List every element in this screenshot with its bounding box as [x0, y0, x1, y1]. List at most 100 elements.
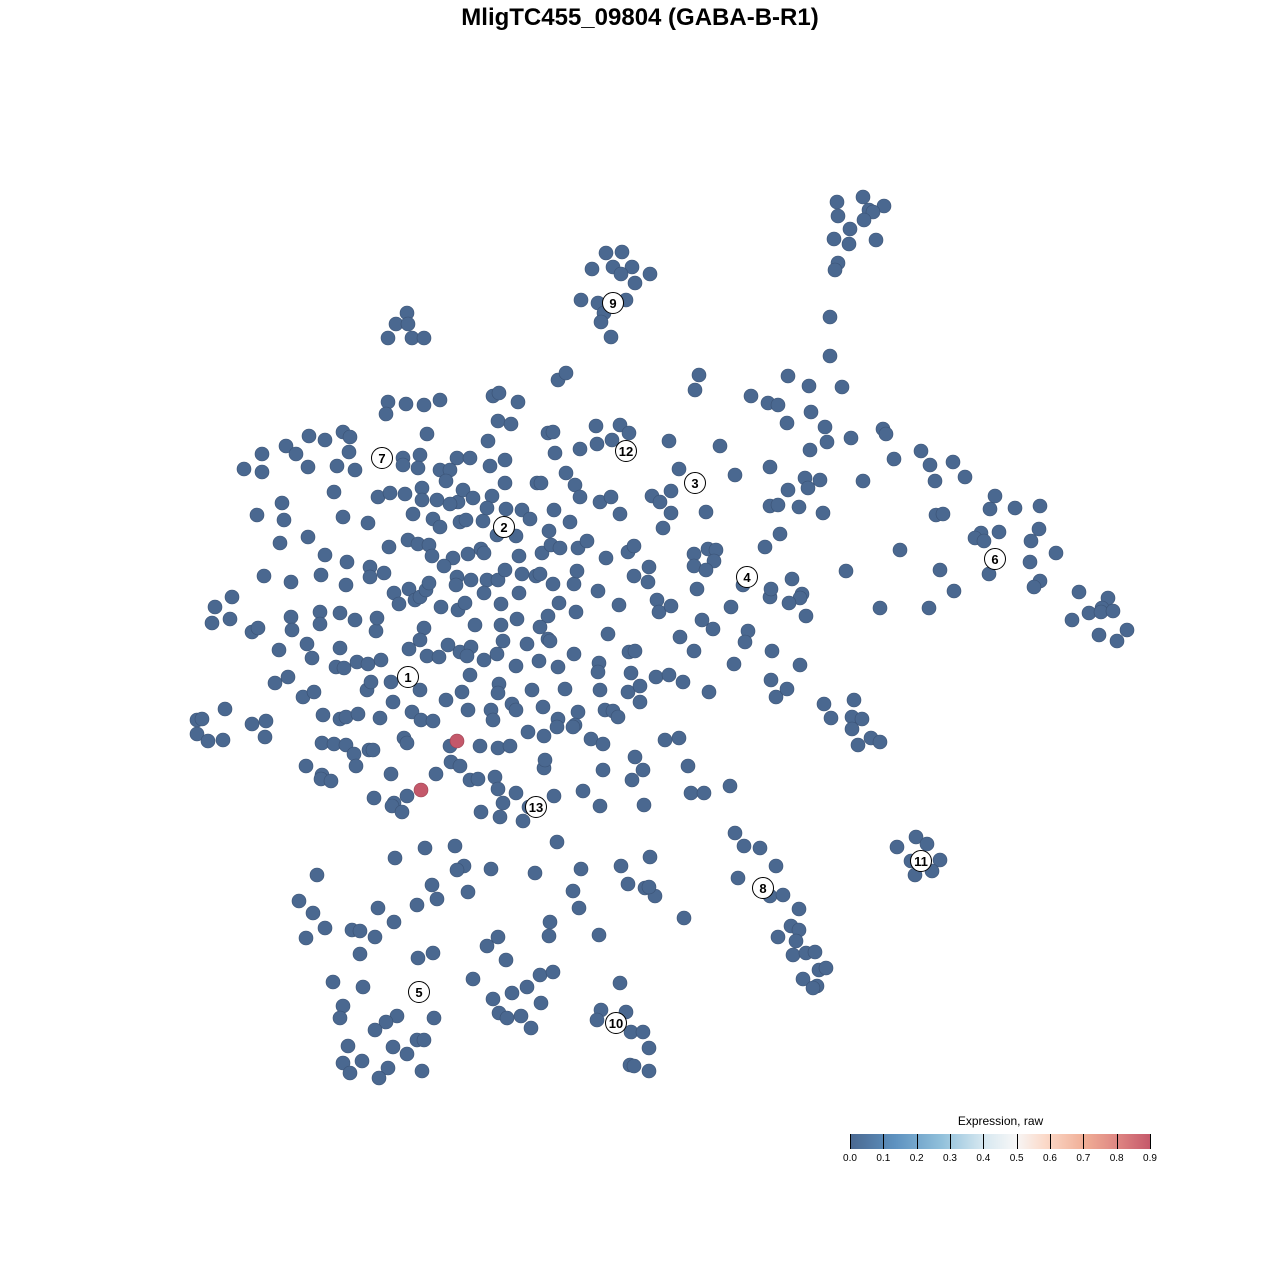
data-point: [299, 636, 315, 652]
legend-tick: [1016, 1134, 1018, 1149]
data-point: [470, 771, 486, 787]
data-point: [762, 459, 778, 475]
data-point: [649, 592, 665, 608]
data-point: [300, 459, 316, 475]
data-point: [222, 611, 238, 627]
cluster-label: 10: [605, 1012, 627, 1034]
data-point: [844, 721, 860, 737]
data-point: [730, 870, 746, 886]
data-point: [346, 746, 362, 762]
data-point: [551, 595, 567, 611]
data-point: [378, 1014, 394, 1030]
cluster-label-text: 11: [914, 854, 928, 869]
data-point: [382, 485, 398, 501]
data-point: [428, 766, 444, 782]
data-point: [727, 825, 743, 841]
data-point: [752, 840, 768, 856]
data-point: [855, 189, 871, 205]
data-point: [892, 542, 908, 558]
data-point: [284, 622, 300, 638]
data-point: [691, 367, 707, 383]
data-point: [675, 674, 691, 690]
data-point: [519, 636, 535, 652]
cluster-label: 4: [736, 566, 758, 588]
data-point: [592, 682, 608, 698]
data-point: [498, 501, 514, 517]
data-point: [372, 710, 388, 726]
data-point: [332, 1010, 348, 1026]
cluster-label: 11: [910, 850, 932, 872]
data-point: [1064, 612, 1080, 628]
data-point: [414, 1063, 430, 1079]
data-point: [661, 667, 677, 683]
data-point: [878, 426, 894, 442]
cluster-label-circle: [525, 796, 547, 818]
data-point: [449, 862, 465, 878]
data-point: [784, 571, 800, 587]
data-point: [385, 694, 401, 710]
data-point: [480, 433, 496, 449]
cluster-label-text: 10: [609, 1016, 623, 1031]
data-point: [527, 865, 543, 881]
data-point: [635, 1024, 651, 1040]
data-point: [991, 524, 1007, 540]
data-point: [499, 1010, 515, 1026]
data-point: [465, 490, 481, 506]
cluster-label: 8: [752, 877, 774, 899]
data-point: [288, 446, 304, 462]
data-point: [663, 598, 679, 614]
data-point: [371, 1070, 387, 1086]
data-point: [460, 702, 476, 718]
data-point: [329, 458, 345, 474]
data-point: [482, 458, 498, 474]
cluster-label-circle: [684, 472, 706, 494]
legend-title: Expression, raw: [957, 1114, 1044, 1128]
data-point: [661, 433, 677, 449]
cluster-label-text: 6: [991, 552, 998, 567]
data-point: [572, 441, 588, 457]
data-point: [541, 928, 557, 944]
data-point: [737, 634, 753, 650]
legend-tick-label: 0.7: [1076, 1153, 1091, 1164]
data-point: [272, 535, 288, 551]
data-point: [283, 574, 299, 590]
data-point: [532, 967, 548, 983]
data-point: [1071, 584, 1087, 600]
data-point: [491, 385, 507, 401]
data-point: [671, 461, 687, 477]
data-point: [908, 829, 924, 845]
data-point: [204, 615, 220, 631]
data-point: [626, 538, 642, 554]
data-point: [889, 839, 905, 855]
legend-tick-label: 0.9: [1143, 1153, 1157, 1164]
data-point: [603, 329, 619, 345]
data-point: [412, 682, 428, 698]
data-point: [490, 572, 506, 588]
data-point: [520, 724, 536, 740]
data-point: [426, 1010, 442, 1026]
data-point: [545, 964, 561, 980]
legend-tick-label: 0.3: [943, 1153, 957, 1164]
data-point: [850, 737, 866, 753]
data-point: [417, 840, 433, 856]
data-point: [623, 665, 639, 681]
data-point: [412, 447, 428, 463]
data-point: [922, 457, 938, 473]
data-point: [568, 604, 584, 620]
data-point: [603, 489, 619, 505]
data-point: [822, 348, 838, 364]
data-point: [1119, 622, 1135, 638]
data-point: [572, 489, 588, 505]
data-point: [342, 429, 358, 445]
data-point: [921, 600, 937, 616]
legend-tick-label: 0.6: [1043, 1153, 1057, 1164]
data-point: [457, 595, 473, 611]
data-point: [545, 576, 561, 592]
data-point: [856, 212, 872, 228]
data-point: [626, 1058, 642, 1074]
data-point: [676, 910, 692, 926]
data-point: [651, 604, 667, 620]
data-point: [298, 930, 314, 946]
data-point: [592, 798, 608, 814]
legend-tick-label: 0.2: [909, 1153, 924, 1164]
